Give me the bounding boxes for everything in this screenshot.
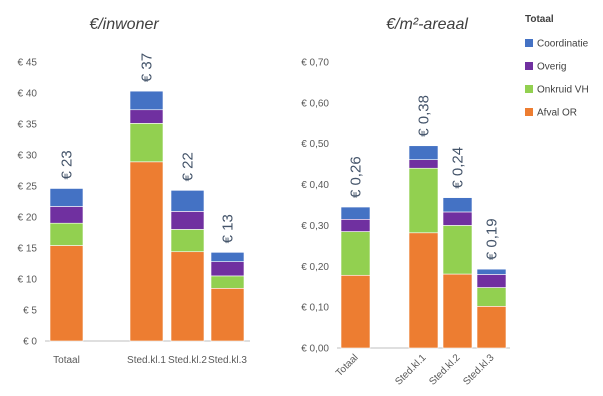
bar-segment [49,222,84,246]
bar-segment [129,161,164,342]
x-tick-label: Sted.kl.3 [208,355,247,366]
bar-segment [476,268,507,275]
bar-segment [340,231,371,276]
legend-item-label: Coordinatie [537,39,589,50]
bar-segment [170,251,205,342]
legend-item-label: Overig [537,62,566,73]
bar-segment [49,188,84,207]
y-tick-label: € 25 [18,182,38,193]
chart-title: €/m²-areaal [386,16,468,33]
x-tick-label: Sted.kl.3 [461,352,497,388]
data-label: € 13 [220,214,237,243]
bar-segment [442,197,473,213]
bar-segment [408,145,439,160]
chart-title: €/inwoner [89,16,159,33]
y-tick-label: € 0,30 [301,221,329,232]
bar-segment [408,159,439,169]
data-label: € 22 [180,152,197,181]
bar-segment [210,287,245,342]
x-tick-label: Totaal [53,355,80,366]
x-tick-label: Sted.kl.2 [427,352,463,388]
y-tick-label: € 0,70 [301,58,329,69]
y-tick-label: € 0,40 [301,180,329,191]
legend-swatch [525,108,533,116]
x-tick-label: Totaal [334,352,361,379]
data-label: € 0,19 [484,218,501,260]
bar-segment [170,190,205,212]
bar-segment [442,273,473,349]
x-tick-label: Sted.kl.1 [393,352,429,388]
data-label: € 0,24 [450,147,467,189]
bar-segment [408,232,439,349]
bar-segment [129,90,164,111]
legend-swatch [525,85,533,93]
y-tick-label: € 0,20 [301,262,329,273]
bar-segment [476,306,507,349]
y-tick-label: € 45 [18,58,38,69]
bar-segment [210,275,245,289]
legend-swatch [525,62,533,70]
legend-item-label: Afval OR [537,108,577,119]
data-label: € 0,26 [348,156,365,198]
y-tick-label: € 20 [18,213,38,224]
bar-segment [476,287,507,307]
y-tick-label: € 35 [18,120,38,131]
bar-segment [49,245,84,342]
bar-segment [340,219,371,232]
y-tick-label: € 0 [23,337,37,348]
bar-segment [442,211,473,226]
bar-segment [49,206,84,224]
legend-swatch [525,39,533,47]
bar-segment [340,274,371,349]
data-label: € 37 [139,53,156,82]
bar-segment [170,229,205,253]
y-tick-label: € 0,50 [301,139,329,150]
chart-per-inwoner: €/inwoner € 0 € 5 € 10 € 15 € 20 € 25 € 30 € 35… [18,16,250,366]
y-tick-label: € 30 [18,151,38,162]
chart-per-m2-areaal: €/m²-areaal € 0,00 € 0,10 € 0,20 € 0,30 € 0,… [301,16,510,388]
x-tick-label: Sted.kl.1 [127,355,166,366]
y-tick-label: € 0,00 [301,344,329,355]
bar-segment [129,109,164,124]
y-tick-label: € 5 [23,306,37,317]
data-label: € 23 [59,150,76,179]
legend-item-label: Onkruid VH [537,85,589,96]
bar-segment [408,167,439,234]
bar-segment [476,274,507,288]
y-tick-label: € 15 [18,244,38,255]
bar-segment [340,206,371,220]
y-tick-label: € 40 [18,89,38,100]
bar-segment [210,252,245,262]
legend: Totaal Coordinatie Overig Onkruid VH Afval … [525,14,589,119]
legend-title: Totaal [525,14,554,25]
bar-segment [170,211,205,230]
y-tick-label: € 10 [18,275,38,286]
data-label: € 0,38 [416,95,433,137]
y-tick-label: € 0,10 [301,303,329,314]
bar-segment [129,123,164,163]
bar-segment [442,225,473,275]
x-tick-label: Sted.kl.2 [168,355,207,366]
y-tick-label: € 0,60 [301,98,329,109]
bar-segment [210,261,245,277]
